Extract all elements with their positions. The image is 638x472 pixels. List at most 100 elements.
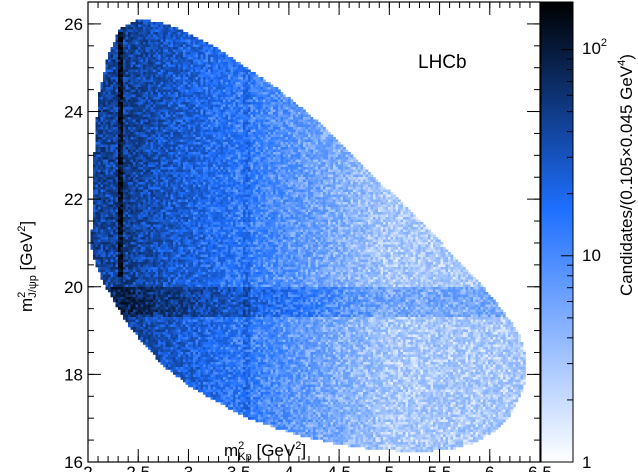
heatmap-cell — [108, 254, 111, 258]
heatmap-cell — [163, 169, 166, 173]
heatmap-cell — [148, 337, 151, 340]
heatmap-cell — [128, 67, 131, 70]
heatmap-cell — [128, 197, 131, 200]
heatmap-cell — [175, 174, 179, 178]
heatmap-cell — [125, 114, 129, 118]
heatmap-cell — [175, 324, 179, 328]
heatmap-cell — [193, 239, 196, 243]
heatmap-cell — [135, 304, 139, 308]
heatmap-cell — [100, 229, 104, 233]
heatmap-cell — [165, 362, 169, 365]
heatmap-cell — [150, 147, 154, 150]
heatmap-cell — [153, 269, 156, 273]
heatmap-cell — [175, 49, 179, 53]
heatmap-cell — [143, 122, 146, 125]
heatmap-cell — [178, 202, 181, 205]
heatmap-cell — [115, 199, 119, 203]
heatmap-cell — [158, 262, 161, 265]
heatmap-cell — [155, 82, 159, 85]
heatmap-cell — [190, 162, 194, 165]
heatmap-cell — [113, 107, 116, 110]
heatmap-cell — [185, 359, 189, 363]
heatmap-cell — [173, 162, 176, 165]
heatmap-cell — [190, 209, 194, 213]
heatmap-cell — [183, 227, 186, 230]
heatmap-cell — [145, 274, 149, 278]
heatmap-cell — [180, 264, 184, 268]
heatmap-cell — [173, 257, 176, 260]
heatmap-cell — [155, 249, 159, 253]
heatmap-cell — [178, 239, 181, 243]
heatmap-cell — [145, 247, 149, 250]
heatmap-cell — [190, 72, 194, 75]
heatmap-cell — [145, 332, 149, 335]
heatmap-cell — [170, 309, 174, 313]
heatmap-cell — [195, 89, 199, 93]
heatmap-cell — [140, 222, 144, 225]
heatmap-cell — [118, 282, 121, 285]
heatmap-cell — [128, 109, 131, 113]
heatmap-cell — [175, 109, 179, 113]
heatmap-cell — [185, 259, 189, 263]
heatmap-cell — [163, 222, 166, 225]
heatmap-cell — [100, 187, 104, 190]
heatmap-cell — [143, 84, 146, 88]
heatmap-cell — [195, 97, 199, 100]
heatmap-cell — [188, 77, 191, 80]
heatmap-cell — [165, 182, 169, 185]
heatmap-cell — [195, 117, 199, 120]
heatmap-cell — [143, 42, 146, 45]
heatmap-cell — [168, 39, 171, 43]
heatmap-cell — [130, 39, 134, 43]
heatmap-cell — [190, 254, 194, 258]
heatmap-cell — [123, 209, 126, 213]
heatmap-cell — [105, 177, 109, 180]
heatmap-cell — [155, 217, 159, 220]
heatmap-cell — [133, 179, 136, 183]
heatmap-cell — [195, 84, 199, 88]
heatmap-cell — [163, 149, 166, 153]
heatmap-cell — [120, 54, 124, 58]
heatmap-cell — [108, 257, 111, 260]
heatmap-cell — [175, 192, 179, 195]
heatmap-cell — [183, 262, 186, 265]
heatmap-cell — [185, 162, 189, 165]
heatmap-cell — [123, 52, 126, 55]
heatmap-cell — [170, 172, 174, 175]
heatmap-cell — [150, 197, 154, 200]
heatmap-cell — [125, 249, 129, 253]
heatmap-cell — [118, 232, 121, 235]
heatmap-cell — [143, 32, 146, 35]
heatmap-cell — [165, 207, 169, 210]
heatmap-cell — [150, 114, 154, 118]
heatmap-cell — [148, 309, 151, 313]
heatmap-cell — [110, 207, 114, 210]
heatmap-cell — [183, 359, 186, 363]
heatmap-cell — [130, 109, 134, 113]
heatmap-cell — [133, 172, 136, 175]
heatmap-cell — [183, 269, 186, 273]
heatmap-cell — [180, 262, 184, 265]
heatmap-cell — [138, 69, 141, 73]
heatmap-cell — [138, 122, 141, 125]
heatmap-cell — [185, 294, 189, 298]
heatmap-cell — [133, 324, 136, 328]
heatmap-cell — [178, 142, 181, 145]
heatmap-cell — [118, 87, 121, 90]
heatmap-cell — [128, 119, 131, 123]
heatmap-cell — [173, 244, 176, 248]
heatmap-cell — [95, 234, 99, 238]
heatmap-cell — [150, 264, 154, 268]
heatmap-cell — [98, 114, 101, 118]
heatmap-cell — [118, 99, 121, 103]
heatmap-cell — [145, 137, 149, 140]
heatmap-cell — [115, 94, 119, 98]
heatmap-cell — [160, 189, 164, 193]
heatmap-cell — [168, 264, 171, 268]
heatmap-cell — [103, 152, 106, 155]
heatmap-cell — [105, 167, 109, 170]
heatmap-cell — [110, 274, 114, 278]
heatmap-cell — [163, 302, 166, 305]
heatmap-cell — [155, 354, 159, 358]
heatmap-cell — [173, 179, 176, 183]
